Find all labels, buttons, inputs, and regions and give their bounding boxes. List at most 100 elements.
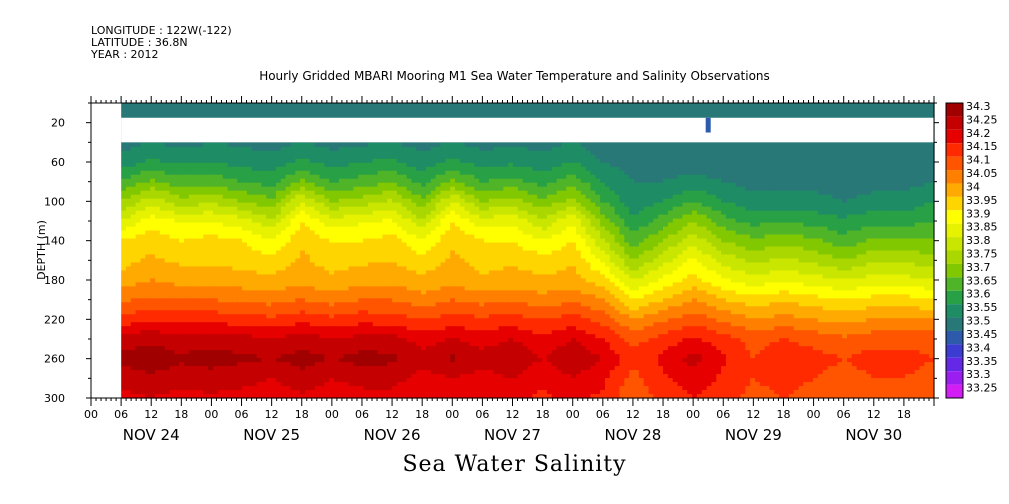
salinity-cell [803,182,809,188]
salinity-cell [363,166,369,172]
salinity-cell [213,206,219,212]
salinity-cell [537,174,543,180]
salinity-cell [546,146,553,152]
salinity-cell [784,142,790,148]
salinity-cell [624,146,630,152]
salinity-cell [740,158,746,164]
salinity-cell [658,198,664,204]
salinity-cell [546,170,553,176]
salinity-cell [856,170,863,176]
salinity-cell [629,170,635,176]
salinity-cell [885,214,892,220]
salinity-cell [730,114,737,120]
salinity-cell [256,210,263,216]
salinity-cell [227,106,233,112]
salinity-cell [527,202,533,208]
salinity-cell [600,150,606,156]
salinity-cell [585,158,592,164]
salinity-cell [842,158,848,164]
salinity-cell [740,103,746,108]
salinity-cell [692,166,698,172]
salinity-cell [440,202,446,208]
salinity-cell [832,154,838,160]
salinity-cell [517,103,524,108]
salinity-cell [406,174,413,180]
salinity-cell [929,162,935,168]
salinity-cell [624,162,630,168]
salinity-cell [875,186,882,192]
salinity-cell [145,194,151,200]
salinity-cell [150,194,156,200]
salinity-cell [334,186,340,192]
salinity-cell [474,154,480,160]
salinity-cell [522,110,529,116]
salinity-cell [493,170,500,176]
salinity-cell [304,170,311,176]
salinity-cell [556,150,563,156]
salinity-cell [793,198,800,204]
salinity-cell [329,142,335,148]
salinity-cell [130,114,137,120]
salinity-cell [154,114,161,120]
salinity-cell [827,190,833,196]
salinity-cell [745,114,751,120]
salinity-cell [866,162,872,168]
salinity-cell [208,166,214,172]
salinity-cell [575,142,582,148]
salinity-cell [604,154,611,160]
salinity-cell [488,166,495,172]
salinity-cell [711,190,717,196]
salinity-cell [285,214,292,220]
salinity-cell [522,158,529,164]
salinity-cell [604,194,611,200]
salinity-cell [237,166,243,172]
salinity-cell [251,106,258,112]
salinity-cell [401,146,408,152]
salinity-cell [193,106,200,112]
salinity-cell [392,182,398,188]
salinity-cell [154,158,161,164]
salinity-cell [851,114,858,120]
salinity-cell [900,214,906,220]
salinity-cell [924,110,930,116]
salinity-cell [425,103,432,108]
salinity-cell [358,170,364,176]
salinity-cell [817,202,824,208]
salinity-cell [721,162,727,168]
salinity-cell [130,218,137,224]
salinity-cell [338,186,345,192]
salinity-cell [304,190,311,196]
salinity-cell [784,154,790,160]
salinity-cell [445,154,451,160]
salinity-cell [198,186,204,192]
salinity-cell [445,158,451,164]
salinity-cell [479,202,485,208]
salinity-cell [924,150,930,156]
salinity-cell [179,198,185,204]
salinity-cell [629,142,635,148]
salinity-cell [740,178,746,184]
salinity-cell [716,210,722,216]
salinity-cell [421,154,427,160]
salinity-cell [213,114,219,120]
salinity-cell [513,190,519,196]
salinity-cell [629,218,635,224]
salinity-cell [488,178,495,184]
salinity-cell [745,198,751,204]
salinity-cell [696,114,703,120]
salinity-cell [580,142,587,148]
salinity-cell [324,186,330,192]
salinity-cell [469,146,475,152]
salinity-cell [503,198,509,204]
salinity-cell [464,186,471,192]
salinity-cell [769,103,775,108]
salinity-cell [421,106,427,112]
salinity-cell [542,166,548,172]
salinity-cell [493,206,500,212]
salinity-cell [193,166,200,172]
salinity-cell [498,162,504,168]
salinity-cell [184,103,190,108]
salinity-cell [900,210,906,216]
salinity-cell [125,154,132,160]
salinity-cell [217,194,224,200]
